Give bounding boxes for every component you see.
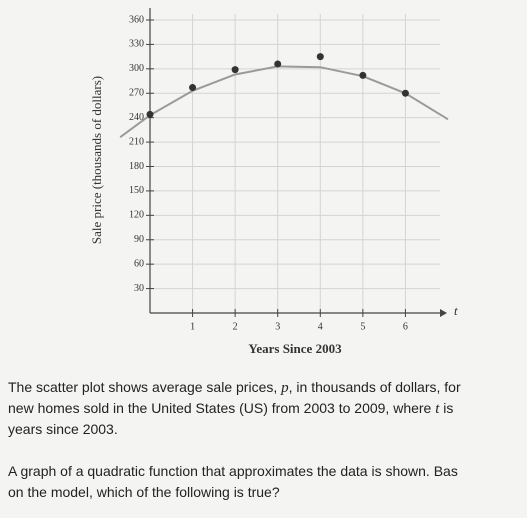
y-tick-label: 180 <box>129 161 144 172</box>
x-tick-label: 1 <box>190 321 195 332</box>
data-point <box>274 60 282 68</box>
text-segment: on the model, which of the following is … <box>8 484 280 500</box>
text-segment: A graph of a quadratic function that app… <box>8 463 458 479</box>
y-tick-label: 270 <box>129 88 144 99</box>
data-point <box>359 71 367 79</box>
text-segment: , in thousands of dollars, for <box>289 379 461 395</box>
y-tick-label: 360 <box>129 14 144 25</box>
x-tick-label: 3 <box>275 321 280 332</box>
y-tick-label: 150 <box>129 185 144 196</box>
x-tick-label: 2 <box>233 321 238 332</box>
y-tick-label: 60 <box>134 258 144 269</box>
text-segment: years since 2003. <box>8 421 118 437</box>
text-segment: t <box>435 401 440 417</box>
text-segment: is <box>439 400 453 416</box>
y-tick-label: 90 <box>134 234 144 245</box>
paragraph-line: A graph of a quadratic function that app… <box>8 463 458 479</box>
data-point <box>316 53 324 61</box>
text-segment: The scatter plot shows average sale pric… <box>8 379 281 395</box>
paragraph-line: on the model, which of the following is … <box>8 484 280 500</box>
y-tick-label: 330 <box>129 39 144 50</box>
text-segment: new homes sold in the United States (US)… <box>8 400 435 416</box>
data-point <box>231 66 239 74</box>
paragraph-line: new homes sold in the United States (US)… <box>8 400 453 417</box>
paragraph-line: years since 2003. <box>8 421 118 437</box>
y-tick-label: 30 <box>134 283 144 294</box>
model-curve <box>119 65 449 139</box>
x-tick-label: 6 <box>403 321 408 332</box>
text-segment: p <box>280 380 289 396</box>
axis-variable: t <box>454 303 458 318</box>
data-point <box>401 89 409 97</box>
y-tick-label: 300 <box>129 63 144 74</box>
x-axis-arrow <box>440 309 447 317</box>
y-tick-label: 120 <box>129 210 144 221</box>
paragraph-line: The scatter plot shows average sale pric… <box>8 379 461 396</box>
y-tick-label: 210 <box>129 136 144 147</box>
y-tick-label: 240 <box>129 112 144 123</box>
y-axis-label: Sale price (thousands of dollars) <box>89 76 104 244</box>
data-point <box>189 84 197 92</box>
x-axis-label: Years Since 2003 <box>248 341 342 356</box>
x-tick-label: 4 <box>318 321 323 332</box>
x-tick-label: 5 <box>360 321 365 332</box>
data-point <box>146 110 154 118</box>
